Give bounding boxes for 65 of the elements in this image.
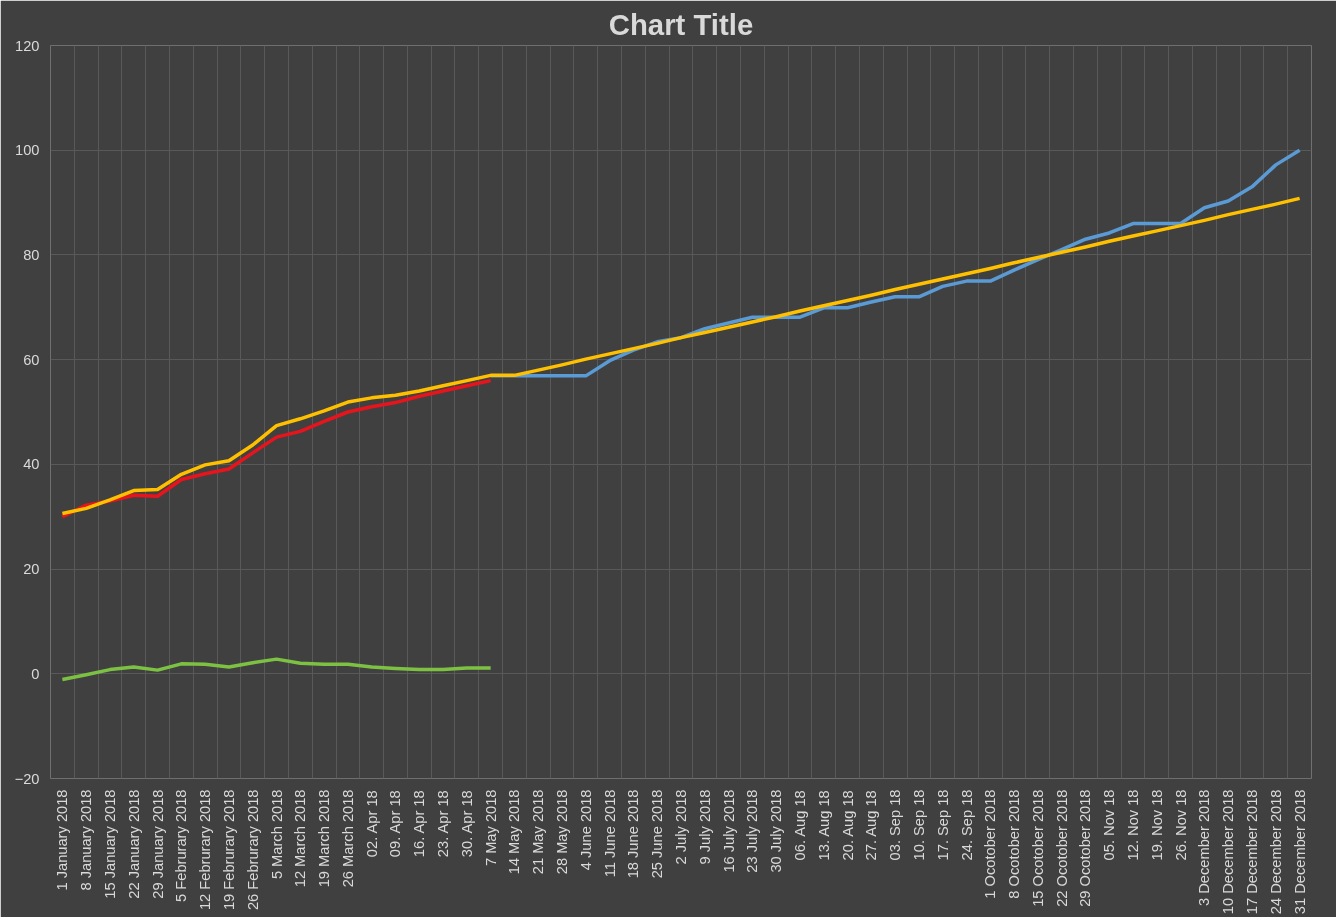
x-tick-label: 10. Sep 18: [910, 789, 927, 861]
x-tick-label: 14 May 2018: [506, 789, 523, 875]
y-tick-label: 80: [23, 246, 40, 263]
x-tick-label: 1 Ocotober 2018: [982, 789, 999, 899]
y-tick-label: −20: [14, 770, 40, 787]
x-tick-label: 19 March 2018: [316, 789, 333, 888]
y-tick-label: 60: [23, 351, 40, 368]
x-tick-label: 02. Apr 18: [363, 790, 380, 858]
x-tick-label: 09. Apr 18: [387, 790, 404, 858]
x-tick-label: 3 December 2018: [1196, 789, 1213, 907]
x-tick-label: 5 Februrary 2018: [173, 789, 190, 902]
x-tick-label: 2 July 2018: [673, 789, 689, 865]
y-tick-label: 20: [23, 561, 40, 578]
x-tick-label: 25 June 2018: [649, 789, 666, 879]
x-tick-label: 10 December 2018: [1220, 789, 1237, 915]
x-tick-label: 22 January 2018: [125, 789, 142, 899]
y-tick-label: 100: [15, 142, 40, 159]
x-tick-label: 16. Apr 18: [411, 790, 428, 858]
x-tick-label: 23. Apr 18: [435, 790, 452, 858]
x-tick-label: 13. Aug 18: [815, 790, 832, 861]
x-tick-label: 31 December 2018: [1291, 789, 1308, 915]
x-tick-label: 8 January 2018: [78, 789, 95, 891]
x-tick-label: 19 Februrary 2018: [220, 789, 237, 911]
y-tick-label: 40: [23, 456, 40, 473]
x-tick-label: 18 June 2018: [625, 789, 642, 879]
y-tick-label: 120: [15, 37, 40, 54]
x-tick-label: 29 Ocotober 2018: [1077, 789, 1094, 907]
x-tick-label: 5 March 2018: [268, 789, 285, 880]
x-tick-label: 20. Aug 18: [839, 790, 856, 861]
x-tick-label: 9 July 2018: [696, 789, 713, 865]
y-tick-label: 0: [31, 665, 40, 682]
x-tick-label: 29 January 2018: [149, 789, 166, 899]
x-tick-label: 24 December 2018: [1267, 789, 1284, 915]
line-series: [60, 657, 493, 682]
x-tick-label: 19. Nov 18: [1148, 789, 1165, 861]
x-tick-label: 26 Februrary 2018: [244, 789, 261, 911]
x-tick-label: 12 March 2018: [292, 789, 309, 888]
x-tick-label: 21 May 2018: [530, 789, 547, 875]
x-tick-label: 26 March 2018: [339, 789, 356, 888]
x-tick-label: 26. Nov 18: [1172, 789, 1189, 861]
x-tick-label: 22 Ocotober 2018: [1053, 789, 1070, 907]
x-tick-label: 17 December 2018: [1244, 789, 1261, 915]
x-tick-label: 28 May 2018: [554, 789, 571, 875]
x-tick-label: 06. Aug 18: [791, 790, 808, 861]
x-tick-label: 1 January 2018: [54, 789, 71, 891]
line-series: [60, 378, 493, 519]
x-tick-label: 4 June 2018: [577, 789, 594, 871]
x-tick-label: 12 Februrary 2018: [197, 789, 214, 911]
x-tick-label: 8 Ocotober 2018: [1006, 789, 1023, 899]
x-tick-label: 17. Sep 18: [934, 789, 951, 861]
x-tick-label: 12. Nov 18: [1125, 789, 1142, 861]
x-tick-label: 11 June 2018: [601, 789, 618, 878]
line-series: [60, 196, 1302, 516]
x-tick-label: 15 January 2018: [101, 789, 118, 899]
x-tick-label: 24. Sep 18: [958, 789, 975, 861]
x-tick-label: 03. Sep 18: [887, 789, 904, 861]
x-tick-label: 05. Nov 18: [1101, 789, 1118, 861]
x-tick-label: 7 May 2018: [482, 789, 499, 867]
x-tick-label: 30 July 2018: [768, 789, 785, 873]
chart-title: Chart Title: [608, 7, 754, 41]
x-tick-label: 23 July 2018: [744, 789, 761, 873]
x-tick-label: 15 Ocotober 2018: [1029, 789, 1046, 907]
x-tick-label: 27. Aug 18: [863, 790, 880, 861]
x-tick-label: 16 July 2018: [720, 789, 737, 873]
x-tick-label: 30. Apr 18: [458, 790, 475, 858]
